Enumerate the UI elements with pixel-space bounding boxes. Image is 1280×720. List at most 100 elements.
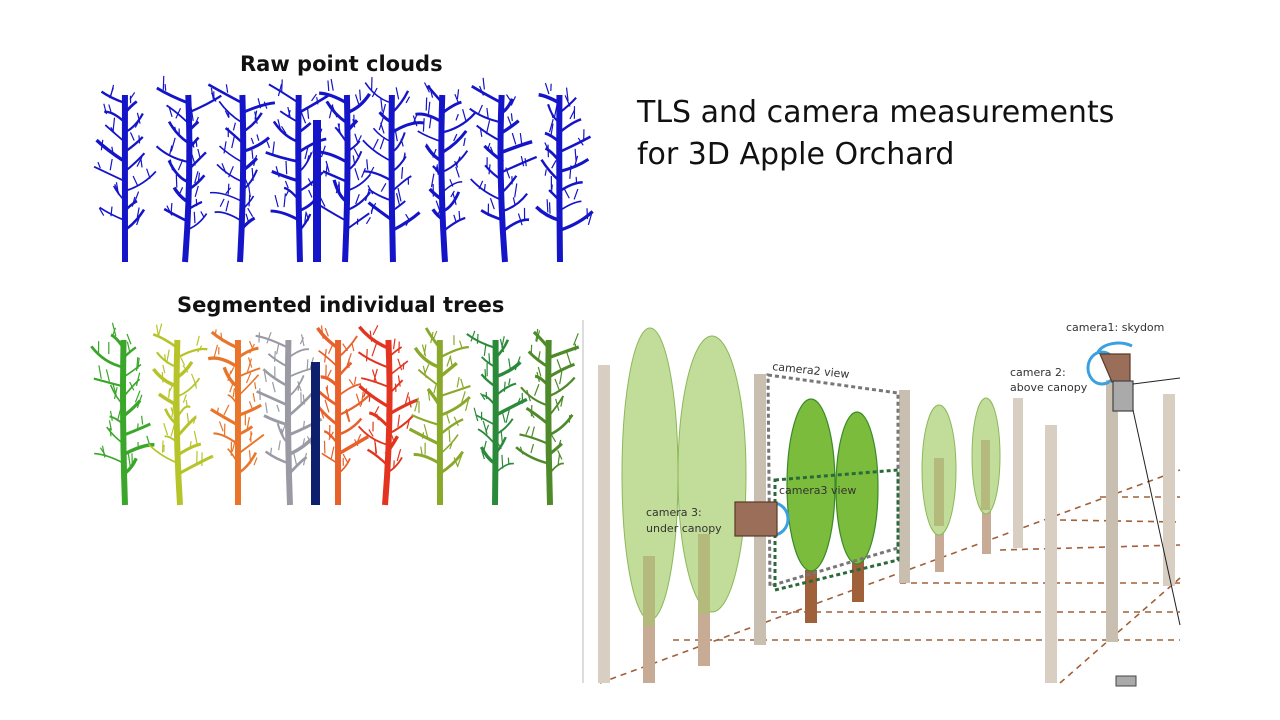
tree-branch xyxy=(288,375,305,397)
tree-branch xyxy=(559,210,594,232)
tree-twig xyxy=(189,135,195,148)
tree-twig xyxy=(251,167,254,181)
tree-twig xyxy=(126,341,131,354)
tree-branch xyxy=(176,361,194,379)
tree-branch xyxy=(442,129,468,154)
tree-twig xyxy=(470,330,476,342)
tree-twig xyxy=(352,155,356,166)
tree-branch xyxy=(362,139,393,163)
tree-twig xyxy=(354,168,360,181)
tree-branch xyxy=(227,448,239,465)
tree-branch xyxy=(177,405,191,417)
tree-branch xyxy=(94,452,125,465)
tree-twig xyxy=(550,433,557,443)
tree-twig xyxy=(482,420,488,435)
tree-twig xyxy=(195,139,198,147)
tree-twig xyxy=(556,359,563,373)
tree-branch xyxy=(471,84,503,105)
tree-branch xyxy=(100,90,126,105)
tree-branch xyxy=(177,377,201,398)
tree-twig xyxy=(133,191,140,204)
tree-branch xyxy=(322,170,347,183)
tree-twig xyxy=(449,356,454,369)
tree-twig xyxy=(414,397,420,412)
tree-branch xyxy=(387,346,403,359)
tree-twig xyxy=(376,413,379,421)
tree-branch xyxy=(559,200,582,212)
tree-twig xyxy=(304,211,307,224)
tree-twig xyxy=(190,373,197,386)
tree-twig xyxy=(363,388,368,398)
tree-trunk xyxy=(237,94,247,263)
tree-twig xyxy=(194,116,199,125)
tree-twig xyxy=(356,433,362,443)
tree-twig xyxy=(98,207,105,216)
tree-twig xyxy=(524,158,527,167)
tree-twig xyxy=(231,134,236,149)
tree-twig xyxy=(196,335,200,346)
tree-twig xyxy=(136,394,143,409)
tree-branch xyxy=(210,330,239,350)
tree-branch xyxy=(502,175,518,192)
camera2-label-line1: camera 2: xyxy=(1010,366,1066,379)
tree-twig xyxy=(200,211,205,218)
camera3-device xyxy=(734,501,790,537)
tree-branch xyxy=(480,373,497,388)
tree-twig xyxy=(221,163,227,174)
tree-branch xyxy=(337,435,370,456)
tree-twig xyxy=(111,146,114,155)
tree-twig xyxy=(519,133,523,145)
tree-twig xyxy=(559,371,563,385)
tree-twig xyxy=(372,324,379,336)
camera3-view-frame xyxy=(773,468,900,592)
tree-branch xyxy=(210,408,239,427)
tree-twig xyxy=(161,372,164,383)
tree-twig xyxy=(328,431,334,440)
tree-twig xyxy=(287,109,291,118)
tree-branch xyxy=(214,211,242,222)
tree-branch xyxy=(124,136,144,153)
tree-branch xyxy=(90,345,125,369)
tree-twig xyxy=(507,116,513,127)
tree-branch xyxy=(378,111,393,124)
tree-twig xyxy=(458,210,461,220)
tree-branch xyxy=(439,434,459,455)
tree-twig xyxy=(112,383,117,396)
segmented-point-cloud-trees xyxy=(90,322,580,506)
tree-twig xyxy=(249,343,255,354)
tree-twig xyxy=(536,371,540,382)
tree-branch xyxy=(124,152,146,173)
tree-branch xyxy=(110,333,125,349)
tree-branch xyxy=(345,140,361,153)
tree-twig xyxy=(574,148,577,162)
tree-twig xyxy=(406,419,410,429)
tree-twig xyxy=(327,80,330,92)
tree-twig xyxy=(285,160,288,175)
tree-twig xyxy=(252,392,256,402)
tree-twig xyxy=(311,93,317,102)
tree-branch xyxy=(386,398,419,417)
tree-twig xyxy=(189,441,192,450)
tree-branch xyxy=(480,209,505,222)
tree-branch xyxy=(123,378,141,397)
tree-twig xyxy=(327,369,332,378)
tree-branch xyxy=(288,348,310,359)
tree-branch xyxy=(470,178,505,202)
tree-twig xyxy=(300,334,305,347)
title-line-2: for 3D Apple Orchard xyxy=(637,137,955,172)
tree-twig xyxy=(514,183,518,198)
tree-twig xyxy=(433,385,437,394)
tree-twig xyxy=(422,365,427,378)
tree-branch xyxy=(255,334,289,349)
tree-twig xyxy=(459,340,463,349)
tree-branch xyxy=(178,454,214,475)
tree-twig xyxy=(168,388,171,398)
tree-twig xyxy=(304,146,309,160)
tree-twig xyxy=(103,103,108,115)
tree-twig xyxy=(320,145,326,158)
tree-branch xyxy=(548,442,563,456)
tree-twig xyxy=(421,432,425,439)
tree-twig xyxy=(548,202,551,214)
tree-twig xyxy=(565,351,572,365)
tree-twig xyxy=(272,141,275,155)
